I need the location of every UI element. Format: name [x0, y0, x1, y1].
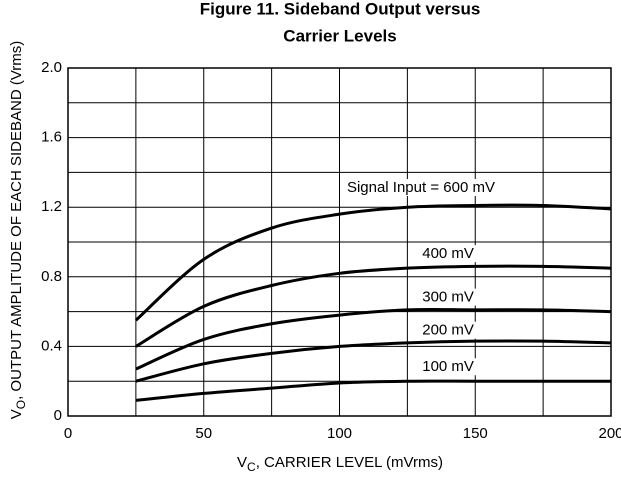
y-tick-label: 2.0	[41, 59, 62, 76]
y-tick-label: 0.4	[41, 337, 62, 354]
x-tick-label: 200	[598, 425, 621, 442]
series-line	[135, 264, 612, 348]
x-label-sub: C	[247, 460, 256, 474]
y-tick-label: 0.8	[41, 268, 62, 285]
y-label-text: , OUTPUT AMPLITUDE OF EACH SIDEBAND (Vrm…	[8, 41, 25, 400]
series-line	[135, 379, 611, 402]
x-label-text: , CARRIER LEVEL (mVrms)	[256, 454, 443, 471]
series-label-bg	[418, 358, 478, 376]
x-tick-label: 50	[195, 425, 212, 442]
x-label-symbol: V	[237, 454, 247, 471]
y-tick-label: 1.6	[41, 129, 62, 146]
y-label-sub: O	[14, 400, 28, 409]
series-label-bg	[342, 179, 499, 197]
series-label-bg	[418, 321, 478, 339]
x-axis-label: VC, CARRIER LEVEL (mVrms)	[237, 454, 443, 474]
x-tick-label: 0	[64, 425, 72, 442]
series-line	[135, 307, 612, 371]
series-label: 100 mV	[422, 358, 474, 375]
series-line	[134, 203, 612, 322]
series-label: 300 mV	[422, 289, 474, 306]
chart-title: Carrier Levels	[283, 26, 396, 45]
series-line	[135, 339, 612, 383]
y-axis-label: VO, OUTPUT AMPLITUDE OF EACH SIDEBAND (V…	[8, 41, 28, 420]
x-tick-label: 150	[463, 425, 488, 442]
series-label-bg	[418, 288, 478, 306]
y-tick-label: 0	[54, 407, 62, 424]
y-tick-label: 1.2	[41, 198, 62, 215]
y-label-symbol: V	[8, 409, 25, 419]
x-tick-label: 100	[327, 425, 352, 442]
series-label-bg	[418, 245, 478, 263]
series-label: Signal Input = 600 mV	[347, 179, 495, 196]
series-label: 200 mV	[422, 322, 474, 339]
chart-title: Figure 11. Sideband Output versus	[200, 0, 481, 18]
series-label: 400 mV	[422, 245, 474, 262]
